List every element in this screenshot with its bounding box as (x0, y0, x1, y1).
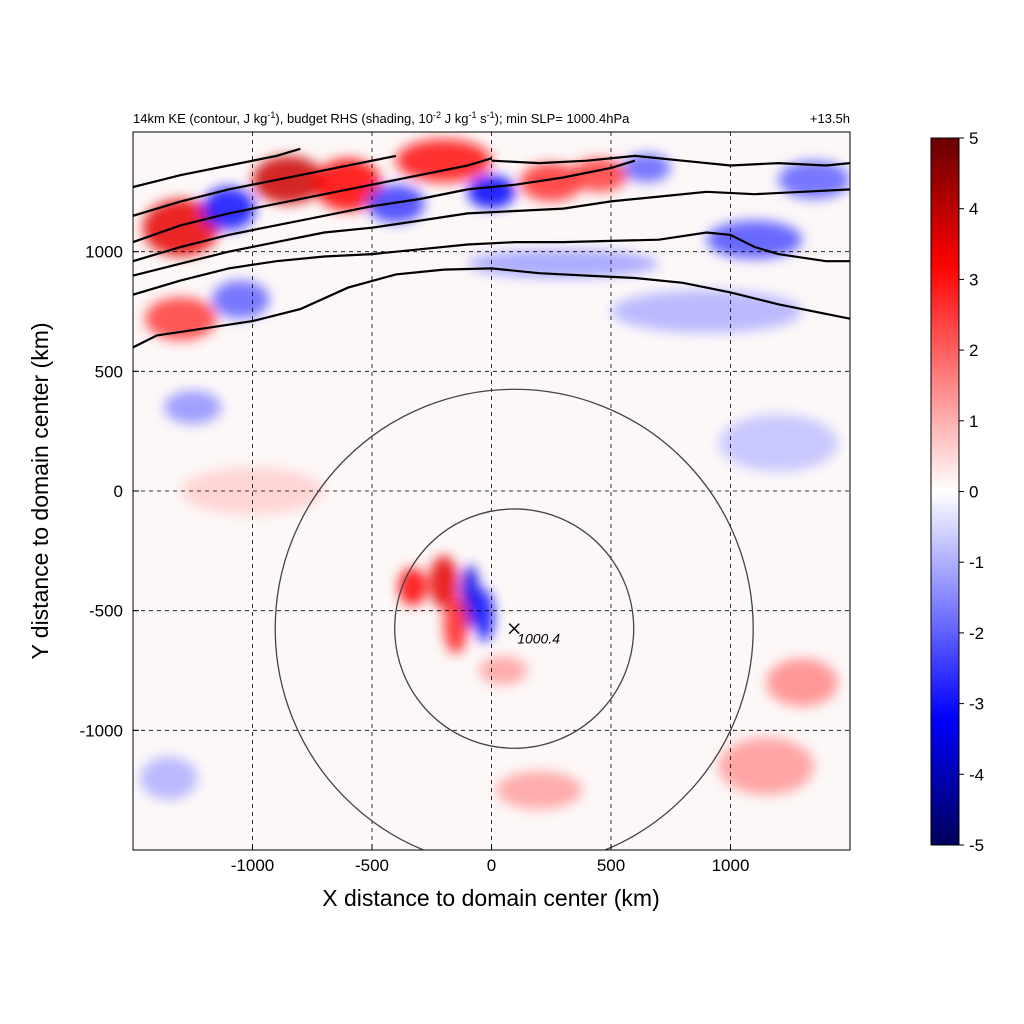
shading-blob (202, 187, 255, 231)
shading-blob (706, 220, 803, 259)
min-slp-label: 1000.4 (517, 631, 560, 647)
ke-contour-line (491, 154, 850, 167)
x-tick-label: 0 (487, 856, 496, 875)
x-tick-label: 1000 (712, 856, 750, 875)
colorbar-tick-label: 5 (969, 129, 978, 148)
colorbar-tick-label: -2 (969, 624, 984, 643)
colorbar-tick-label: -5 (969, 836, 984, 855)
x-tick-label: 500 (597, 856, 625, 875)
colorbar-tick-label: 2 (969, 341, 978, 360)
ke-contour-line (133, 154, 397, 217)
shading-blob (718, 414, 839, 472)
y-tick-label: 1000 (85, 243, 123, 262)
x-tick-label: -1000 (231, 856, 274, 875)
ke-contour-line (133, 159, 636, 263)
y-tick-label: -500 (89, 602, 123, 621)
ke-contours (133, 147, 850, 349)
shading-blob (140, 756, 198, 800)
shading-blob (520, 163, 583, 202)
range-circle (274, 388, 754, 850)
colorbar-tick-label: 0 (969, 483, 978, 502)
shading-blob (479, 656, 528, 685)
shading-blob (367, 184, 425, 223)
shading-blob (395, 139, 492, 183)
storm-center-marker (508, 623, 520, 635)
shading-blob (164, 390, 222, 424)
shading-blob (766, 658, 839, 707)
colorbar-tick-label: -1 (969, 553, 984, 572)
ke-contour-line (133, 231, 850, 296)
x-axis-ticks: -1000 -500 0 500 1000 (231, 844, 750, 875)
colorbar-tick-label: 1 (969, 412, 978, 431)
shading-blob (314, 158, 382, 211)
shading-blob (211, 280, 270, 319)
shading-blob (429, 555, 459, 609)
shading-blob (144, 297, 217, 341)
shading-blob (180, 467, 325, 515)
colorbar-tick-label: 4 (969, 200, 978, 219)
y-tick-label: 500 (95, 362, 123, 381)
shading-blob (252, 155, 325, 204)
shading-blob (718, 737, 815, 795)
colorbar-tick-label: -3 (969, 695, 984, 714)
colorbar-tick-label: 3 (969, 270, 978, 289)
range-circles (274, 388, 754, 850)
y-tick-label: 0 (114, 482, 123, 501)
ke-contour-line (133, 157, 492, 244)
x-axis-title: X distance to domain center (km) (322, 885, 659, 911)
y-axis-title: Y distance to domain center (km) (27, 322, 53, 659)
y-axis-ticks: -1000 -500 0 500 1000 (80, 243, 139, 740)
storm-center: 1000.4 (508, 623, 560, 647)
colorbar-tick-label: -4 (969, 765, 984, 784)
x-tick-label: -500 (355, 856, 389, 875)
shading-blob (496, 771, 583, 810)
ke-contour-line (133, 147, 301, 189)
colorbar-ticks: 5 4 3 2 1 0 -1 -2 -3 -4 -5 (959, 129, 984, 855)
chart-title: 14km KE (contour, J kg-1), budget RHS (s… (133, 110, 630, 126)
y-tick-label: -1000 (80, 721, 123, 740)
ke-contour-line (133, 188, 850, 277)
range-circle (394, 508, 635, 749)
ke-contour-line (133, 267, 850, 349)
shading-blob (443, 596, 468, 654)
plot-area: 1000.4 (133, 132, 850, 850)
time-label: +13.5h (810, 111, 850, 126)
colorbar (930, 137, 960, 846)
shading-blob (611, 289, 803, 334)
shading-blob (398, 567, 427, 606)
shading-blob (474, 589, 494, 642)
